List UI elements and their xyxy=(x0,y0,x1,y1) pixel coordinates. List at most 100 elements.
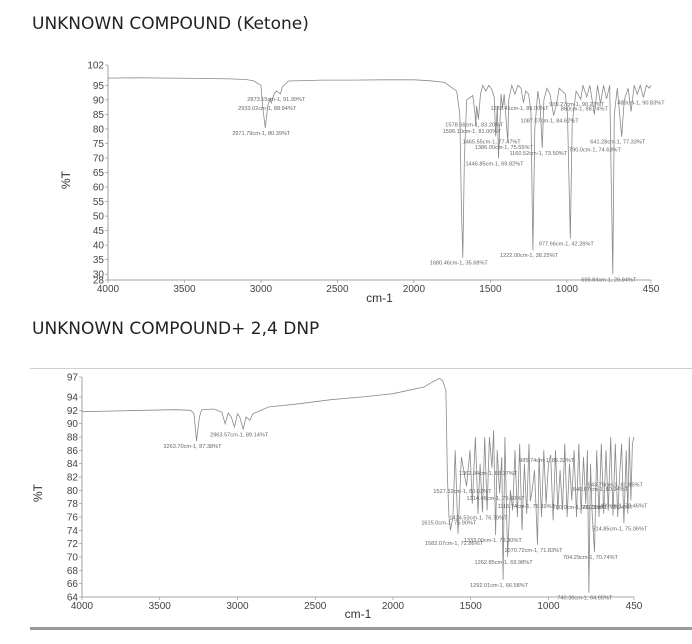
y-tick-label: 28 xyxy=(93,276,105,287)
spectrum-line xyxy=(81,377,635,593)
y-tick-label: 70 xyxy=(67,553,79,564)
peak-annotation: 1292.01cm-1, 66.58%T xyxy=(470,583,529,589)
peak-annotation: 1262.85cm-1, 69.98%T xyxy=(475,560,534,566)
peak-annotation: 740.36cm-1, 64.65%T xyxy=(557,596,613,602)
y-tick-label: 60 xyxy=(93,183,105,194)
y-tick-label: 64 xyxy=(67,593,79,604)
peak-annotation: 1333.00cm-1, 73.30%T xyxy=(464,538,523,544)
x-tick-label: 1500 xyxy=(479,284,502,295)
peak-annotation: 1578.66cm-1, 83.20%T xyxy=(445,123,504,129)
y-tick-label: 55 xyxy=(93,197,105,208)
y-tick-label: 92 xyxy=(67,406,79,417)
x-tick-label: 3000 xyxy=(226,601,249,612)
x-tick-label: 3500 xyxy=(173,284,196,295)
y-tick-label: 86 xyxy=(67,446,79,457)
y-tick-label: 65 xyxy=(93,168,105,179)
x-tick-label: 1000 xyxy=(556,284,579,295)
y-tick-label: 90 xyxy=(93,95,105,106)
y-tick-label: 95 xyxy=(93,81,105,92)
peak-annotation: 1615.0cm-1, 75.90%T xyxy=(421,521,477,527)
x-tick-label: 4000 xyxy=(97,284,120,295)
y-tick-label: 102 xyxy=(87,61,104,72)
y-tick-label: 80 xyxy=(67,486,79,497)
peak-annotation: 699.84cm-1, 29.94%T xyxy=(581,277,637,283)
y-tick-label: 72 xyxy=(67,539,79,550)
chart-2-frame xyxy=(30,368,692,630)
peak-annotation: 1222.00cm-1, 38.25%T xyxy=(500,253,559,259)
peak-annotation: 985.74cm-1, 85.32%T xyxy=(519,458,575,464)
peak-annotation: 1446.85cm-1, 69.82%T xyxy=(465,161,524,167)
peak-annotation: 1087.07cm-1, 84.62%T xyxy=(520,118,579,124)
peak-annotation: 1283.41cm-1, 89.00%T xyxy=(490,106,549,112)
peak-annotation: 780.0cm-1, 78.23%T xyxy=(553,505,606,511)
y-tick-label: 76 xyxy=(67,513,79,524)
y-tick-label: 80 xyxy=(93,124,105,135)
y-tick-label: 88 xyxy=(67,433,79,444)
x-tick-label: 1500 xyxy=(460,601,483,612)
y-axis-label: %T xyxy=(59,170,73,189)
peak-annotation: 514.85cm-1, 75.06%T xyxy=(592,526,648,532)
peak-annotation: 1160.52cm-1, 73.50%T xyxy=(509,151,567,157)
peak-annotation: 1680.46cm-1, 35.68%T xyxy=(430,261,489,267)
peak-annotation: 1070.72cm-1, 71.83%T xyxy=(504,548,563,554)
peak-annotation: 3263.70cm-1, 87.38%T xyxy=(163,444,222,450)
x-tick-label: 2000 xyxy=(382,601,405,612)
peak-annotation: 1362.94cm-1, 83.37%T xyxy=(459,471,518,477)
y-tick-label: 84 xyxy=(67,459,79,470)
peak-annotation: 1116.74cm-1, 78.39%T xyxy=(498,504,556,510)
peak-annotation: 1582.07cm-1, 72.86%T xyxy=(425,541,484,547)
y-tick-label: 90 xyxy=(67,419,79,430)
y-tick-label: 97 xyxy=(67,373,79,384)
y-tick-label: 78 xyxy=(67,499,79,510)
x-axis-label: cm-1 xyxy=(345,607,372,621)
chart-1-title: UNKNOWN COMPOUND (Ketone) xyxy=(32,14,309,34)
peak-annotation: 977.66cm-1, 42.26%T xyxy=(539,242,595,248)
peak-annotation: 1465.55cm-1, 77.47%T xyxy=(463,139,522,145)
x-tick-label: 2000 xyxy=(403,284,426,295)
y-tick-label: 68 xyxy=(67,566,79,577)
peak-annotation: 1596.10cm-1, 81.00%T xyxy=(443,129,502,135)
peak-annotation: 704.29cm-1, 70.74%T xyxy=(563,555,619,561)
y-tick-label: 74 xyxy=(67,526,79,537)
peak-annotation: 2963.57cm-1, 89.14%T xyxy=(210,432,269,438)
peak-annotation: 489cm-1, 90.83%T xyxy=(617,100,665,106)
peak-annotation: 2873.15cm-1, 91.99%T xyxy=(247,97,306,103)
x-tick-label: 1000 xyxy=(537,601,560,612)
peak-annotation: 909.27cm-1, 90.27%T xyxy=(549,102,605,108)
peak-annotation: 1386.00cm-1, 75.55%T xyxy=(475,145,534,151)
peak-annotation: 860cm-1, 88.74%T xyxy=(561,107,609,113)
y-tick-label: 30 xyxy=(93,270,105,281)
x-tick-label: 4000 xyxy=(71,601,94,612)
chart-2-title: UNKNOWN COMPOUND+ 2,4 DNP xyxy=(32,319,320,339)
x-tick-label: 450 xyxy=(643,284,660,295)
y-tick-label: 82 xyxy=(67,473,79,484)
peak-annotation: 1314.46cm-1, 79.60%T xyxy=(467,496,526,502)
y-tick-label: 35 xyxy=(93,255,105,266)
y-tick-label: 50 xyxy=(93,212,105,223)
y-axis-label: %T xyxy=(31,483,45,502)
peak-annotation: 543.79cm-1, 81.65%T xyxy=(588,482,644,488)
x-tick-label: 3000 xyxy=(250,284,273,295)
peak-annotation: 2971.79cm-1, 80.39%T xyxy=(232,131,291,137)
spectrum-line xyxy=(107,77,652,275)
y-tick-label: 45 xyxy=(93,226,105,237)
x-tick-label: 450 xyxy=(626,601,643,612)
y-tick-label: 94 xyxy=(67,393,79,404)
peak-annotation: 490cm-1, 78.46%T xyxy=(600,504,648,510)
peak-annotation: 1527.32cm-1, 80.62%T xyxy=(433,489,492,495)
peak-annotation: 790.0cm-1, 74.63%T xyxy=(569,148,622,154)
y-tick-label: 66 xyxy=(67,579,79,590)
peak-annotation: 640.07cm-1, 80.94%T xyxy=(573,487,629,493)
y-tick-label: 85 xyxy=(93,110,105,121)
y-tick-label: 75 xyxy=(93,139,105,150)
x-tick-label: 3500 xyxy=(149,601,172,612)
x-tick-label: 2500 xyxy=(304,601,327,612)
y-tick-label: 70 xyxy=(93,153,105,164)
peak-annotation: 600.0cm-1, 78.24%T xyxy=(581,505,634,511)
peak-annotation: 2933.02cm-1, 88.94%T xyxy=(238,106,297,112)
peak-annotation: 641.28cm-1, 77.33%T xyxy=(590,140,646,146)
y-tick-label: 40 xyxy=(93,241,105,252)
x-tick-label: 2500 xyxy=(326,284,349,295)
peak-annotation: 1424.53cm-1, 76.70%T xyxy=(449,515,508,521)
